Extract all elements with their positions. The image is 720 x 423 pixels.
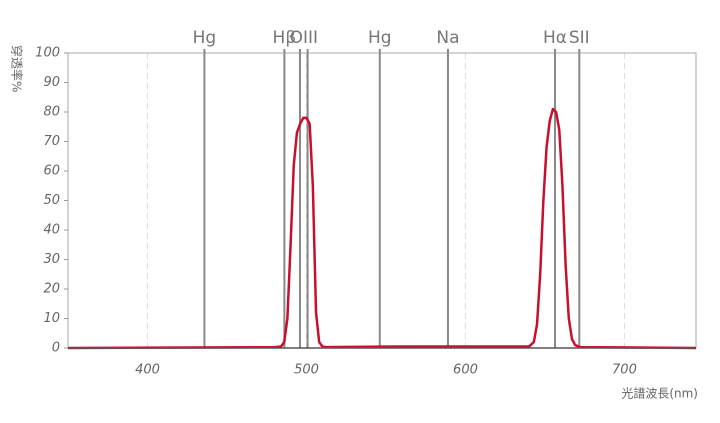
- reference-label: SII: [569, 28, 590, 48]
- x-tick-label: 500: [294, 363, 319, 378]
- y-tick-label: 100: [35, 46, 60, 61]
- plot-frame: [67, 52, 697, 349]
- y-tick-label: 10: [43, 311, 60, 326]
- reference-label: Na: [436, 28, 459, 48]
- reference-label: OIII: [290, 28, 318, 48]
- y-tick-label: 70: [43, 134, 60, 149]
- y-tick-label: 40: [43, 223, 60, 238]
- y-tick-label: 20: [43, 282, 60, 297]
- y-tick-label: 0: [52, 341, 60, 356]
- series-line: [67, 107, 697, 350]
- x-tick-label: 400: [135, 363, 160, 378]
- reference-label: Hα: [543, 28, 567, 48]
- y-axis-label: 穿透率%: [10, 45, 25, 92]
- y-tick-label: 80: [43, 105, 60, 120]
- x-axis-label: 光譜波長(nm): [621, 386, 698, 401]
- y-tick-label: 50: [43, 193, 60, 208]
- y-tick-label: 60: [43, 164, 60, 179]
- y-tick-label: 30: [43, 252, 60, 267]
- x-tick-label: 700: [612, 363, 637, 378]
- reference-label: Hg: [368, 28, 392, 48]
- x-tick-label: 600: [453, 363, 478, 378]
- reference-label: Hg: [193, 28, 217, 48]
- reference-label: Hβ: [273, 28, 297, 48]
- y-tick-label: 90: [43, 75, 60, 90]
